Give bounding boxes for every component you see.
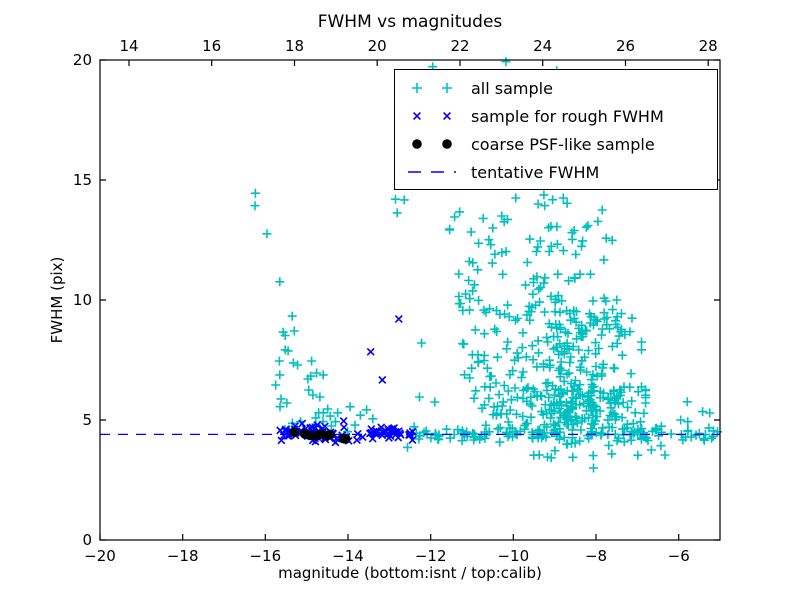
svg-text:14: 14 [119,37,138,55]
dashed-line-icon [403,162,461,182]
svg-text:0: 0 [82,531,92,549]
svg-text:10: 10 [73,291,92,309]
x-axis-label: magnitude (bottom:isnt / top:calib) [278,564,542,582]
legend-label: sample for rough FWHM [471,106,664,126]
svg-text:18: 18 [285,37,304,55]
legend-entry-psf-sample: coarse PSF-like sample [403,130,717,158]
legend-entry-all-sample: all sample [403,74,717,102]
svg-text:−20: −20 [84,547,116,565]
x-marker-icon [403,106,461,126]
legend-label: tentative FWHM [471,162,600,182]
svg-text:−14: −14 [332,547,364,565]
svg-text:24: 24 [533,37,552,55]
chart-title: FWHM vs magnitudes [317,12,503,32]
legend-label: coarse PSF-like sample [471,134,655,154]
plus-marker-icon [403,78,461,98]
svg-text:−10: −10 [497,547,529,565]
svg-text:−8: −8 [585,547,607,565]
dot-marker-icon [403,134,461,154]
legend-label: all sample [471,78,553,98]
svg-text:28: 28 [699,37,718,55]
legend-entry-rough-fwhm: sample for rough FWHM [403,102,717,130]
y-axis-label: FWHM (pix) [48,256,66,344]
svg-text:−16: −16 [249,547,281,565]
svg-text:15: 15 [73,171,92,189]
svg-text:20: 20 [73,51,92,69]
svg-text:−12: −12 [415,547,447,565]
svg-text:−6: −6 [668,547,690,565]
svg-text:22: 22 [450,37,469,55]
svg-text:16: 16 [202,37,221,55]
legend-entry-tentative-fwhm: tentative FWHM [403,158,717,186]
svg-text:26: 26 [616,37,635,55]
legend: all sample sample for rough FWHM coarse … [394,69,718,190]
svg-text:5: 5 [82,411,92,429]
svg-text:−18: −18 [167,547,199,565]
svg-text:20: 20 [368,37,387,55]
